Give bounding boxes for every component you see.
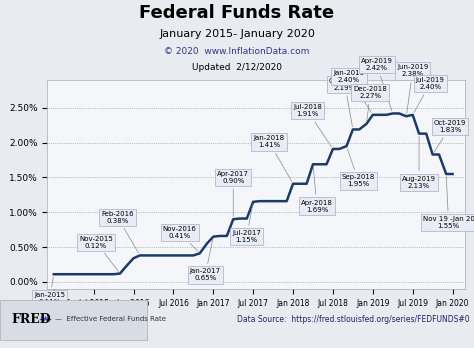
Text: Jun-2019
2.38%: Jun-2019 2.38% [397,64,428,113]
FancyBboxPatch shape [0,300,147,340]
Text: Federal Funds Rate: Federal Funds Rate [139,4,335,22]
Text: —  Effective Federal Funds Rate: — Effective Federal Funds Rate [55,316,165,322]
Text: Apr-2019
2.42%: Apr-2019 2.42% [361,58,393,111]
Text: Jul-2017
1.15%: Jul-2017 1.15% [232,205,261,243]
Text: January 2015- January 2020: January 2015- January 2020 [159,29,315,39]
Text: Nov 19 -Jan 20
1.55%: Nov 19 -Jan 20 1.55% [423,177,474,229]
Text: Updated  2/12/2020: Updated 2/12/2020 [192,63,282,72]
Text: Apr-2017
0.90%: Apr-2017 0.90% [217,171,249,216]
Text: Data Source:  https://fred.stlouisfed.org/series/FEDFUNDS#0: Data Source: https://fred.stlouisfed.org… [237,315,470,324]
Text: Jan-2018
1.41%: Jan-2018 1.41% [254,135,292,181]
Text: Nov-2015
0.12%: Nov-2015 0.12% [79,236,118,271]
Text: Jul-2018
1.91%: Jul-2018 1.91% [293,104,331,147]
Text: Jul-2019
2.40%: Jul-2019 2.40% [414,77,445,112]
Text: Aug-2019
2.13%: Aug-2019 2.13% [402,136,436,189]
Text: © 2020  www.InflationData.com: © 2020 www.InflationData.com [164,47,310,56]
Text: Apr-2018
1.69%: Apr-2018 1.69% [301,167,333,213]
Text: Jan-2017
0.65%: Jan-2017 0.65% [190,239,221,282]
Text: Jan-2019
2.40%: Jan-2019 2.40% [333,70,371,112]
Text: Sep-2018
1.95%: Sep-2018 1.95% [342,149,375,188]
Text: Dec-2018
2.27%: Dec-2018 2.27% [354,86,387,121]
Text: Oct-2019
1.83%: Oct-2019 1.83% [434,120,466,152]
Text: Nov-2016
0.41%: Nov-2016 0.41% [163,226,198,251]
Text: Oct-2018
2.19%: Oct-2018 2.19% [328,78,361,127]
Text: Jan-2015
0.11%: Jan-2015 0.11% [34,277,65,305]
Text: FRED: FRED [12,313,52,325]
Text: Feb-2016
0.38%: Feb-2016 0.38% [101,211,138,253]
